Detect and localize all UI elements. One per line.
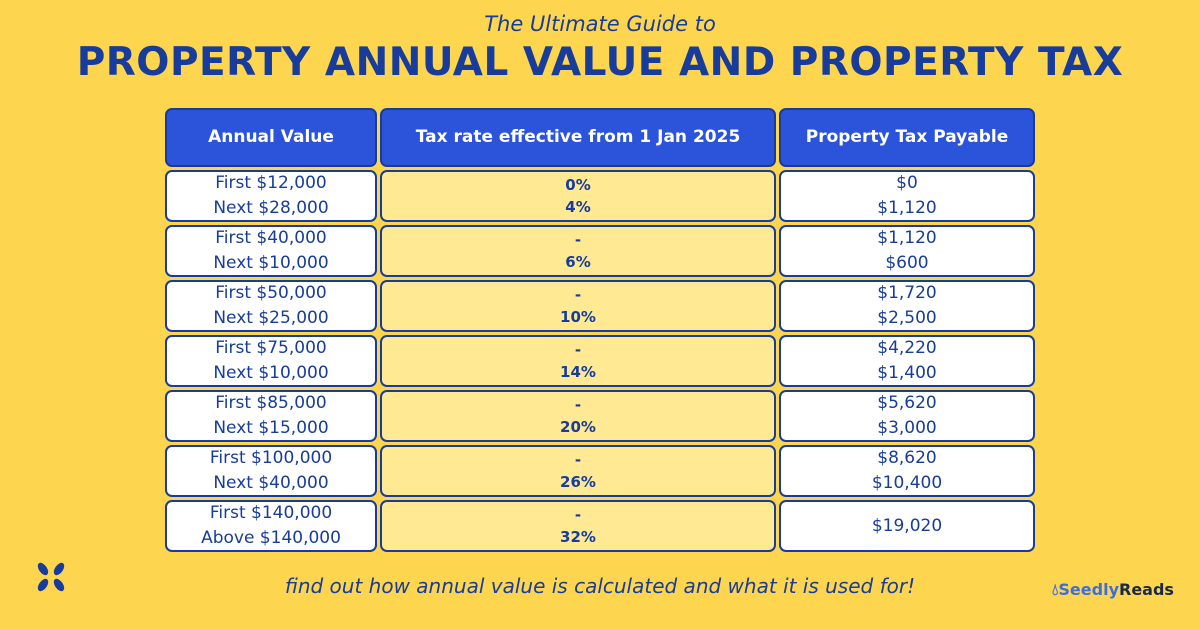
tax-payable-cell-line: $10,400 — [871, 473, 943, 493]
table-row: First $140,000 Above $140,000 - 32% $19,020 — [165, 500, 1035, 552]
tax-payable-cell: $5,620 $3,000 — [779, 390, 1035, 442]
tax-rate-cell-line: 32% — [560, 528, 596, 546]
tax-payable-cell-line: $5,620 — [877, 393, 937, 413]
tax-payable-cell-line: $1,400 — [877, 363, 937, 383]
table-row: First $40,000 Next $10,000 - 6% $1,120 $600 — [165, 225, 1035, 277]
table-row: First $12,000 Next $28,000 0% 4% $0 $1,120 — [165, 170, 1035, 222]
annual-value-cell-line: Next $25,000 — [213, 308, 329, 328]
annual-value-cell-line: First $85,000 — [215, 393, 327, 413]
table-row: First $85,000 Next $15,000 - 20% $5,620 $3,00… — [165, 390, 1035, 442]
footer-caption: find out how annual value is calculated … — [284, 574, 916, 598]
tax-payable-cell: $8,620 $10,400 — [779, 445, 1035, 497]
tax-rate-cell: 0% 4% — [380, 170, 776, 222]
tax-payable-cell-line: $4,220 — [877, 338, 937, 358]
column-header: Tax rate effective from 1 Jan 2025 — [380, 108, 776, 167]
tax-payable-cell: $1,120 $600 — [779, 225, 1035, 277]
tax-rate-cell-line: - — [574, 286, 582, 304]
tax-rate-cell-line: - — [574, 451, 582, 469]
brand-x-icon — [37, 562, 65, 592]
annual-value-cell-line: Next $28,000 — [213, 198, 329, 218]
tax-rate-cell-line: - — [574, 341, 582, 359]
tax-rate-cell-line: 0% — [565, 176, 591, 194]
tax-rate-cell: - 10% — [380, 280, 776, 332]
tax-rate-cell-line: 10% — [560, 308, 596, 326]
annual-value-cell-line: First $140,000 — [209, 503, 333, 523]
tax-rate-cell-line: - — [574, 231, 582, 249]
tax-payable-cell-line: $1,120 — [877, 198, 937, 218]
column-header: Property Tax Payable — [779, 108, 1035, 167]
tax-payable-cell-line: $19,020 — [871, 515, 943, 536]
tax-payable-cell-line: $3,000 — [877, 418, 937, 438]
annual-value-cell: First $75,000 Next $10,000 — [165, 335, 377, 387]
table-row: First $50,000 Next $25,000 - 10% $1,720 $2,50… — [165, 280, 1035, 332]
tax-payable-cell-line: $8,620 — [877, 448, 937, 468]
tax-rate-cell: - 26% — [380, 445, 776, 497]
tax-rate-cell: - 14% — [380, 335, 776, 387]
brand-part1: Seedly — [1058, 580, 1119, 599]
annual-value-cell: First $100,000 Next $40,000 — [165, 445, 377, 497]
drop-icon: 💧︎ — [1052, 580, 1059, 599]
tax-rate-cell-line: 26% — [560, 473, 596, 491]
tax-payable-cell-line: $2,500 — [877, 308, 937, 328]
tax-payable-cell-line: $1,720 — [877, 283, 937, 303]
annual-value-cell-line: First $40,000 — [215, 228, 327, 248]
tax-payable-cell-line: $600 — [885, 253, 929, 273]
annual-value-cell-line: Next $10,000 — [213, 253, 329, 273]
tax-rate-cell-line: - — [574, 506, 582, 524]
tax-payable-cell: $19,020 — [779, 500, 1035, 552]
tax-rate-cell-line: 14% — [560, 363, 596, 381]
annual-value-cell: First $85,000 Next $15,000 — [165, 390, 377, 442]
annual-value-cell-line: First $12,000 — [215, 173, 327, 193]
tax-payable-cell-line: $0 — [896, 173, 918, 193]
tax-rate-cell-line: - — [574, 396, 582, 414]
annual-value-cell-line: Above $140,000 — [201, 528, 341, 548]
tax-payable-cell: $1,720 $2,500 — [779, 280, 1035, 332]
annual-value-cell-line: First $50,000 — [215, 283, 327, 303]
table-row: First $100,000 Next $40,000 - 26% $8,620 $10,… — [165, 445, 1035, 497]
annual-value-cell-line: Next $15,000 — [213, 418, 329, 438]
tax-table: Annual Value Tax rate effective from 1 J… — [165, 108, 1035, 555]
tax-payable-cell: $4,220 $1,400 — [779, 335, 1035, 387]
annual-value-cell-line: Next $10,000 — [213, 363, 329, 383]
table-row: First $75,000 Next $10,000 - 14% $4,220 $1,40… — [165, 335, 1035, 387]
tax-rate-cell: - 6% — [380, 225, 776, 277]
tax-rate-cell: - 32% — [380, 500, 776, 552]
annual-value-cell-line: First $75,000 — [215, 338, 327, 358]
annual-value-cell: First $50,000 Next $25,000 — [165, 280, 377, 332]
column-header: Annual Value — [165, 108, 377, 167]
brand-logo: 💧︎SeedlyReads — [1052, 580, 1174, 600]
tax-payable-cell: $0 $1,120 — [779, 170, 1035, 222]
tax-payable-cell-line: $1,120 — [877, 228, 937, 248]
tax-rate-cell: - 20% — [380, 390, 776, 442]
annual-value-cell: First $12,000 Next $28,000 — [165, 170, 377, 222]
subtitle: The Ultimate Guide to — [484, 12, 716, 36]
annual-value-cell: First $140,000 Above $140,000 — [165, 500, 377, 552]
annual-value-cell-line: Next $40,000 — [213, 473, 329, 493]
annual-value-cell: First $40,000 Next $10,000 — [165, 225, 377, 277]
table-header: Annual Value Tax rate effective from 1 J… — [165, 108, 1035, 167]
page-title: PROPERTY ANNUAL VALUE AND PROPERTY TAX — [76, 40, 1124, 85]
tax-rate-cell-line: 20% — [560, 418, 596, 436]
tax-rate-cell-line: 4% — [565, 198, 591, 216]
annual-value-cell-line: First $100,000 — [209, 448, 333, 468]
tax-rate-cell-line: 6% — [565, 253, 591, 271]
brand-part2: Reads — [1119, 580, 1174, 599]
